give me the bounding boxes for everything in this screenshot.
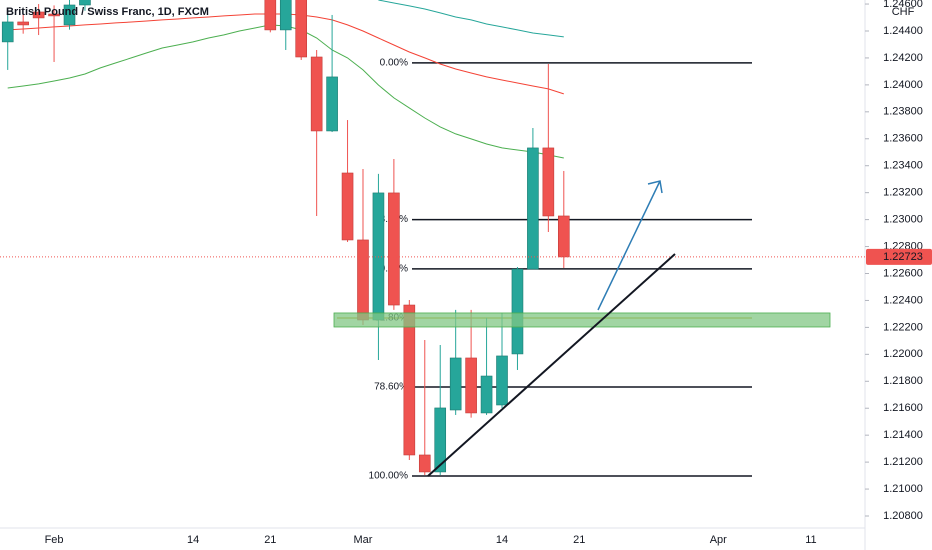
y-tick-label: 1.21800 xyxy=(883,375,923,387)
last-price-tag xyxy=(866,248,932,265)
y-tick-label: 1.24600 xyxy=(883,0,923,10)
candle-body xyxy=(465,357,477,414)
candle-body xyxy=(79,0,91,6)
y-tick-label: 1.23600 xyxy=(883,133,923,145)
y-tick-label: 1.22600 xyxy=(883,267,923,279)
y-tick-label: 1.22400 xyxy=(883,294,923,306)
y-tick-label: 1.20800 xyxy=(883,510,923,522)
arrow-head xyxy=(647,180,663,194)
moving-average xyxy=(378,0,564,38)
y-tick-label: 1.21200 xyxy=(883,456,923,468)
candle-body xyxy=(264,0,277,31)
fib-label: 78.60% xyxy=(374,382,408,393)
candle-body xyxy=(418,454,431,473)
y-tick-label: 1.23000 xyxy=(883,214,923,226)
y-tick-label: 1.21400 xyxy=(883,429,923,441)
y-tick-label: 1.21600 xyxy=(883,402,923,414)
support-zone xyxy=(333,312,831,328)
x-tick-label: 14 xyxy=(496,534,508,546)
fib-label: 0.00% xyxy=(380,58,408,69)
x-tick-label: 21 xyxy=(264,534,276,546)
candle-body xyxy=(388,192,400,306)
candle-body xyxy=(48,13,60,17)
x-tick-label: Mar xyxy=(354,534,373,546)
y-tick-label: 1.23800 xyxy=(883,106,923,118)
candle-body xyxy=(279,0,292,31)
candle-body xyxy=(310,56,323,132)
price-unit: CHF xyxy=(892,6,915,18)
x-tick-label: 21 xyxy=(573,534,585,546)
trend-line xyxy=(427,253,676,477)
candle-body xyxy=(341,172,354,241)
y-tick-label: 1.21000 xyxy=(883,483,923,495)
candle-body xyxy=(295,0,308,58)
candle-body xyxy=(326,76,338,132)
candle-body xyxy=(63,4,76,26)
candle-body xyxy=(542,147,555,217)
last-price-label: 1.22723 xyxy=(883,251,923,263)
candle-body xyxy=(511,268,524,355)
candle-body xyxy=(32,11,45,19)
drawings xyxy=(427,180,676,477)
y-tick-label: 1.23200 xyxy=(883,187,923,199)
x-tick-label: 11 xyxy=(805,534,816,546)
candle-body xyxy=(357,239,369,321)
x-tick-label: Feb xyxy=(45,534,64,546)
y-tick-label: 1.24000 xyxy=(883,79,923,91)
candle-body xyxy=(527,147,539,270)
chart-title: British Pound / Swiss Franc, 1D, FXCM xyxy=(6,6,209,18)
x-tick-label: 14 xyxy=(187,534,199,546)
candle-body xyxy=(557,215,570,258)
y-tick-label: 1.22200 xyxy=(883,321,923,333)
candle-body xyxy=(480,375,493,414)
y-tick-label: 1.23400 xyxy=(883,160,923,172)
fib-label: 100.00% xyxy=(369,471,409,482)
candle-body xyxy=(1,21,14,43)
candle-body xyxy=(449,357,462,411)
candle-body xyxy=(403,304,416,456)
plot-area: 0.00%38.20%50.00%61.80%78.60%100.00% xyxy=(1,0,752,482)
candle-body xyxy=(434,407,447,473)
y-tick-label: 1.24200 xyxy=(883,52,923,64)
y-tick-label: 1.24400 xyxy=(883,25,923,37)
candle-body xyxy=(17,21,29,26)
y-tick-label: 1.22000 xyxy=(883,348,923,360)
x-tick-label: Apr xyxy=(710,534,727,546)
candle-body xyxy=(496,355,508,406)
arrow-shaft xyxy=(597,180,661,311)
